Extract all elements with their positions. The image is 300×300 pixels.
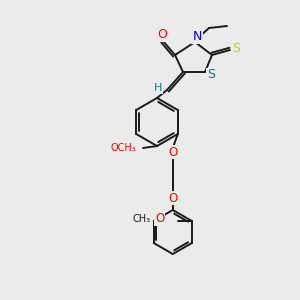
Text: CH₃: CH₃ xyxy=(133,214,151,224)
Text: O: O xyxy=(168,146,177,158)
Text: OCH₃: OCH₃ xyxy=(110,143,136,153)
Text: O: O xyxy=(168,191,177,205)
Text: O: O xyxy=(157,28,167,40)
Text: H: H xyxy=(154,83,162,93)
Text: S: S xyxy=(232,41,240,55)
Text: O: O xyxy=(155,212,164,226)
Text: N: N xyxy=(192,29,202,43)
Text: S: S xyxy=(207,68,215,82)
